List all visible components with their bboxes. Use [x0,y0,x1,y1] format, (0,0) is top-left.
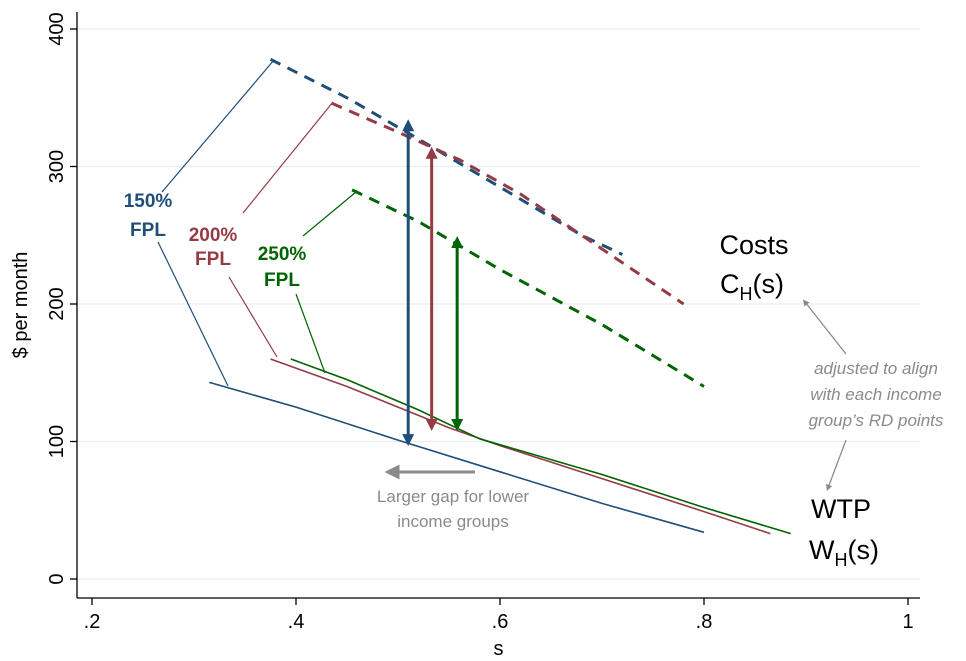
y-axis-title: $ per month [10,252,32,359]
leader-250-cost [302,191,357,237]
y-tick-label-4: 400 [46,12,68,45]
x-axis-title: s [494,638,504,660]
label-250-fpl-line2: FPL [264,270,300,291]
adjust-note-line3: group’s RD points [809,411,944,430]
y-tick-label-0: 0 [46,573,68,584]
label-200-fpl-line1: 200% [189,225,238,246]
gridlines [77,28,920,580]
series-cost-250-line [351,188,705,388]
wtp-formula: WH(s) [809,535,879,570]
y-tick-label-1: 100 [46,425,68,458]
wtp-label: WTP [811,494,871,524]
series-wtp-250-line [290,358,791,535]
x-tick-label-2: .6 [492,611,509,633]
series-layer [209,57,791,535]
x-tick-label-0: .2 [84,611,101,633]
label-150-fpl-line2: FPL [130,220,166,241]
leader-150-cost [161,59,275,193]
leader-150-wtp [157,241,229,387]
gap-note-line1: Larger gap for lower [377,487,529,506]
x-tick-label-1: .4 [288,611,305,633]
leader-250-wtp [295,293,326,374]
adjust-note-arrow-down [826,439,847,492]
y-tick-label-3: 300 [46,150,68,183]
costs-formula: CH(s) [720,269,784,304]
label-150-fpl-line1: 150% [124,191,173,212]
series-cost-200-line [331,101,685,306]
label-200-fpl-line2: FPL [195,249,231,270]
leader-200-wtp [228,276,278,358]
series-wtp-200-line [270,358,771,535]
label-250-fpl-line1: 250% [258,244,307,265]
gap-note-line2: income groups [397,512,509,531]
leader-200-cost [242,101,334,214]
costs-label: Costs [719,230,788,260]
y-tick-label-2: 200 [46,287,68,320]
axes: 0 100 200 300 400 .2 .4 .6 .8 1 s $ per month [10,12,920,660]
series-wtp-150-line [209,381,705,534]
gap-arrows [402,119,464,447]
series-cost-150-line [269,57,624,256]
annotations: 150% FPL 200% FPL 250% FPL Costs CH(s) W… [124,59,944,570]
adjust-note-line2: with each income [810,385,941,404]
x-tick-label-3: .8 [696,611,713,633]
adjust-note-arrow-up [802,299,847,355]
x-tick-label-4: 1 [902,611,913,633]
adjust-note-line1: adjusted to align [814,359,938,378]
